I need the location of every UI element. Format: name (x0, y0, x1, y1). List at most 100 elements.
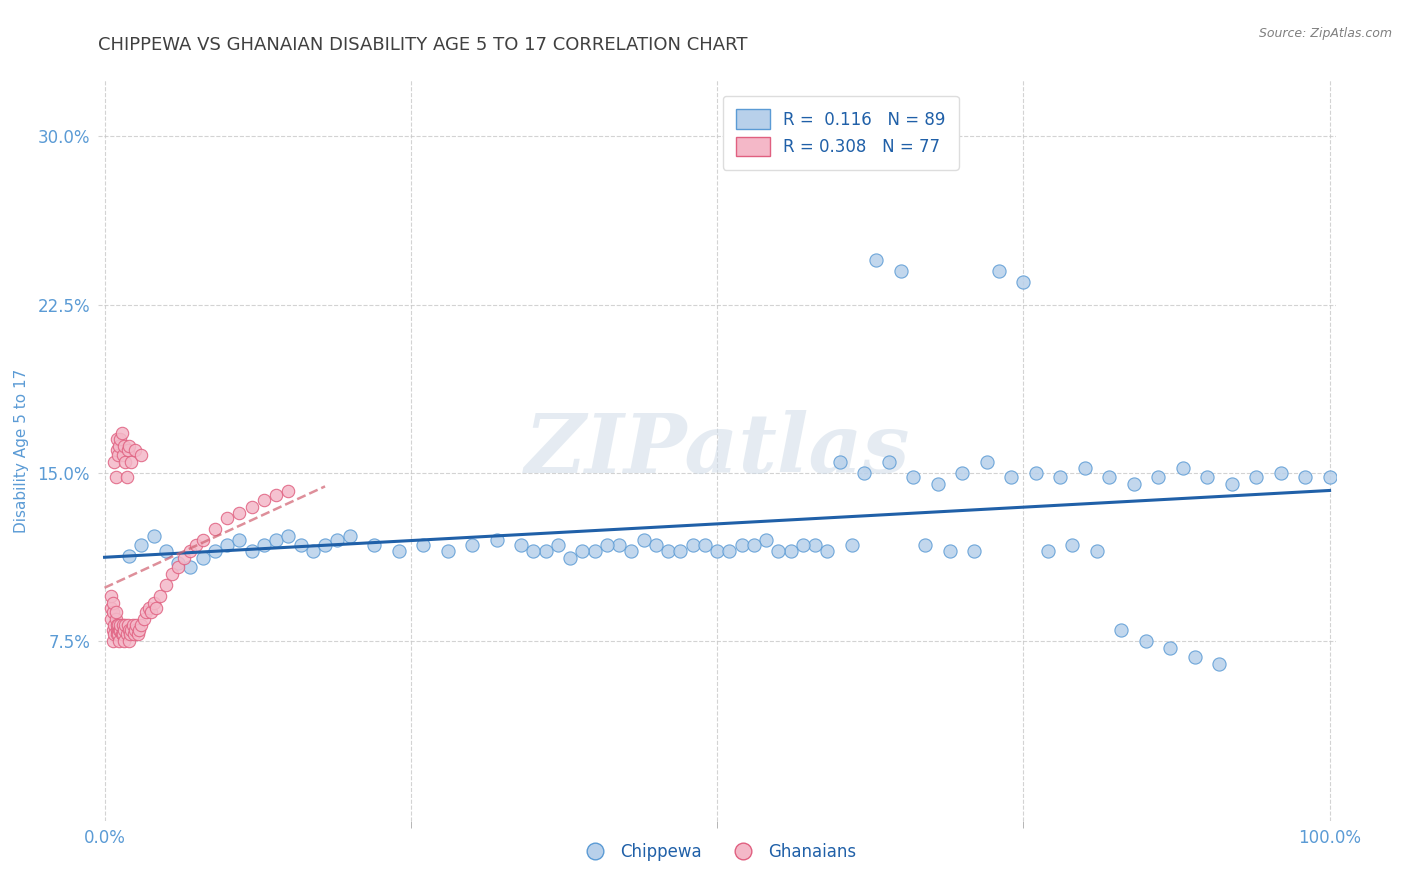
Point (215, 538, 238, 552)
Point (142, 596, 165, 610)
Point (853, 466, 876, 480)
Point (107, 448, 129, 462)
Point (105, 432, 128, 446)
Point (1062, 538, 1084, 552)
Point (155, 578, 177, 592)
Point (105, 618, 128, 632)
Point (124, 623, 146, 637)
Point (228, 533, 250, 548)
Point (101, 634, 124, 648)
Point (436, 544, 458, 558)
Point (1244, 470, 1267, 484)
Point (657, 544, 679, 558)
Point (877, 455, 900, 469)
Point (100, 600, 122, 615)
Point (115, 470, 138, 484)
Point (779, 544, 801, 558)
Point (121, 618, 143, 632)
Point (107, 627, 129, 641)
Point (104, 605, 127, 619)
Point (111, 448, 134, 462)
Point (139, 605, 162, 619)
Point (240, 500, 263, 514)
Point (841, 538, 863, 552)
Point (387, 544, 409, 558)
Point (111, 425, 134, 440)
Point (179, 544, 201, 558)
Point (939, 544, 962, 558)
Point (129, 448, 152, 462)
Point (108, 634, 131, 648)
Point (191, 551, 214, 566)
Text: Source: ZipAtlas.com: Source: ZipAtlas.com (1258, 27, 1392, 40)
Point (742, 538, 765, 552)
Point (228, 506, 250, 520)
Point (149, 589, 172, 603)
Text: CHIPPEWA VS GHANAIAN DISABILITY AGE 5 TO 17 CORRELATION CHART: CHIPPEWA VS GHANAIAN DISABILITY AGE 5 TO… (98, 36, 748, 54)
Point (108, 439, 131, 453)
Point (755, 533, 778, 548)
Point (927, 477, 949, 491)
Point (865, 252, 887, 267)
Point (117, 618, 139, 632)
Point (204, 522, 226, 536)
Text: ZIPatlas: ZIPatlas (524, 410, 910, 491)
Point (104, 470, 127, 484)
Point (101, 623, 124, 637)
Point (620, 544, 643, 558)
Point (730, 538, 752, 552)
Point (118, 439, 141, 453)
Point (253, 538, 276, 552)
Point (914, 538, 936, 552)
Point (1122, 477, 1144, 491)
Point (339, 529, 361, 543)
Point (706, 544, 728, 558)
Point (191, 533, 214, 548)
Point (118, 634, 141, 648)
Point (792, 538, 814, 552)
Point (155, 544, 177, 558)
Point (1135, 634, 1157, 648)
Point (186, 538, 208, 552)
Point (132, 612, 155, 626)
Point (815, 544, 838, 558)
Point (112, 634, 135, 648)
Point (110, 432, 132, 446)
Point (693, 538, 716, 552)
Point (138, 600, 160, 615)
Point (1000, 470, 1022, 484)
Point (828, 455, 851, 469)
Point (987, 264, 1010, 278)
Point (127, 627, 149, 641)
Point (117, 443, 139, 458)
Point (326, 533, 349, 548)
Point (110, 618, 132, 632)
Point (264, 533, 287, 548)
Point (669, 544, 692, 558)
Point (1098, 470, 1121, 484)
Point (215, 510, 238, 524)
Point (890, 264, 912, 278)
Point (633, 533, 655, 548)
Point (547, 538, 569, 552)
Point (314, 538, 336, 552)
Point (1111, 623, 1133, 637)
Point (110, 623, 132, 637)
Point (204, 544, 226, 558)
Point (596, 538, 619, 552)
Legend: Chippewa, Ghanaians: Chippewa, Ghanaians (571, 837, 863, 868)
Point (1085, 544, 1108, 558)
Point (1184, 649, 1206, 664)
Point (240, 544, 263, 558)
Point (301, 544, 323, 558)
Point (277, 529, 299, 543)
Point (1049, 470, 1071, 484)
Point (145, 600, 167, 615)
Point (121, 455, 143, 469)
Point (114, 618, 136, 632)
Point (768, 544, 790, 558)
Point (100, 589, 122, 603)
Point (1025, 466, 1047, 480)
Point (277, 483, 299, 498)
Point (1319, 470, 1341, 484)
